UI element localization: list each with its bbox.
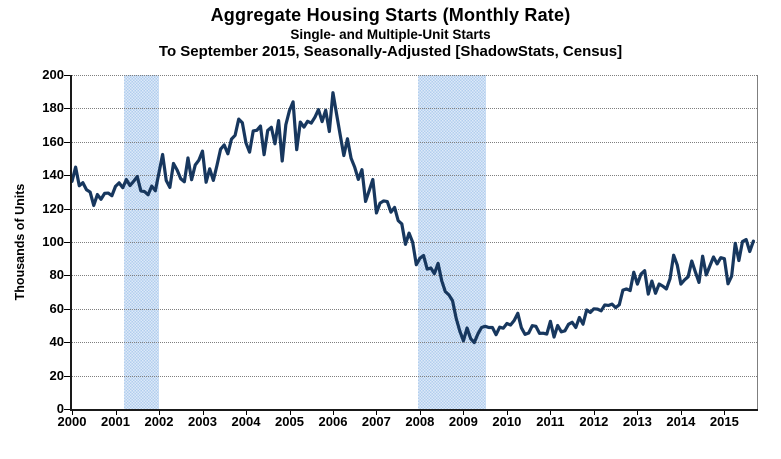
y-tick-mark (64, 409, 70, 410)
h-gridline (72, 308, 757, 310)
h-gridline (72, 108, 757, 110)
y-tick-label: 0 (56, 401, 64, 416)
plot-right-border (757, 75, 758, 409)
h-gridline (72, 342, 757, 344)
x-tick-mark (593, 411, 595, 415)
y-tick-label: 180 (42, 100, 64, 116)
y-tick-label: 80 (49, 267, 64, 283)
y-tick-label: 40 (49, 334, 64, 350)
x-tick-mark (419, 411, 421, 415)
housing-starts-line (72, 91, 755, 345)
y-tick-mark (64, 75, 70, 76)
x-tick-mark (506, 411, 508, 415)
x-tick-mark (289, 411, 291, 415)
x-tick-label: 2015 (709, 414, 739, 429)
y-tick-mark (64, 275, 70, 277)
h-gridline (72, 75, 757, 76)
x-tick-mark (680, 411, 682, 415)
chart-subtitle: Single- and Multiple-Unit Starts (290, 27, 491, 42)
y-tick-label: 160 (42, 133, 64, 149)
y-tick-mark (64, 308, 70, 310)
y-tick-mark (64, 108, 70, 110)
x-tick-mark (376, 411, 378, 415)
chart-source-line: To September 2015, Seasonally-Adjusted [… (158, 43, 623, 60)
h-gridline (72, 275, 757, 277)
x-tick-mark (463, 411, 465, 415)
y-tick-label: 60 (49, 300, 64, 316)
x-tick-label: 2011 (536, 414, 565, 429)
x-tick-label: 2014 (666, 414, 696, 429)
x-tick-label: 2007 (361, 414, 391, 429)
x-tick-label: 2005 (275, 414, 304, 429)
x-tick-mark (159, 411, 160, 415)
plot-area (72, 75, 757, 409)
x-tick-label: 2001 (101, 414, 130, 429)
chart-title: Aggregate Housing Starts (Monthly Rate) (210, 5, 571, 25)
x-tick-label: 2012 (579, 414, 609, 429)
x-tick-label: 2009 (448, 414, 478, 429)
x-tick-mark (550, 411, 552, 415)
x-tick-label: 2002 (144, 414, 174, 429)
x-tick-mark (202, 411, 204, 415)
x-tick-mark (115, 411, 117, 415)
x-tick-label: 2000 (57, 414, 87, 429)
y-tick-label: 140 (42, 167, 64, 183)
h-gridline (72, 141, 757, 143)
x-tick-label: 2010 (492, 414, 522, 429)
x-tick-label: 2008 (405, 414, 435, 429)
x-tick-label: 2003 (188, 414, 217, 429)
y-tick-label: 20 (49, 367, 64, 383)
h-gridline (72, 208, 757, 210)
x-tick-mark (72, 411, 73, 415)
y-tick-label: 100 (42, 234, 64, 249)
x-tick-mark (246, 411, 247, 415)
h-gridline (72, 375, 757, 377)
y-tick-mark (64, 208, 70, 210)
y-tick-mark (64, 375, 70, 377)
x-tick-mark (637, 411, 639, 415)
x-tick-label: 2004 (231, 414, 261, 429)
series-line-svg (72, 91, 755, 345)
x-tick-mark (724, 411, 726, 415)
y-tick-mark (64, 342, 70, 344)
y-tick-label: 120 (42, 200, 64, 216)
y-tick-mark (64, 175, 70, 177)
y-tick-mark (64, 242, 70, 243)
x-tick-label: 2013 (622, 414, 652, 429)
y-axis-line (70, 75, 72, 411)
h-gridline (72, 175, 757, 177)
x-axis-line (70, 409, 758, 411)
h-gridline (72, 242, 757, 243)
y-tick-label: 200 (42, 67, 64, 82)
x-tick-mark (333, 411, 334, 415)
y-tick-mark (64, 141, 70, 143)
x-tick-label: 2006 (318, 414, 348, 429)
